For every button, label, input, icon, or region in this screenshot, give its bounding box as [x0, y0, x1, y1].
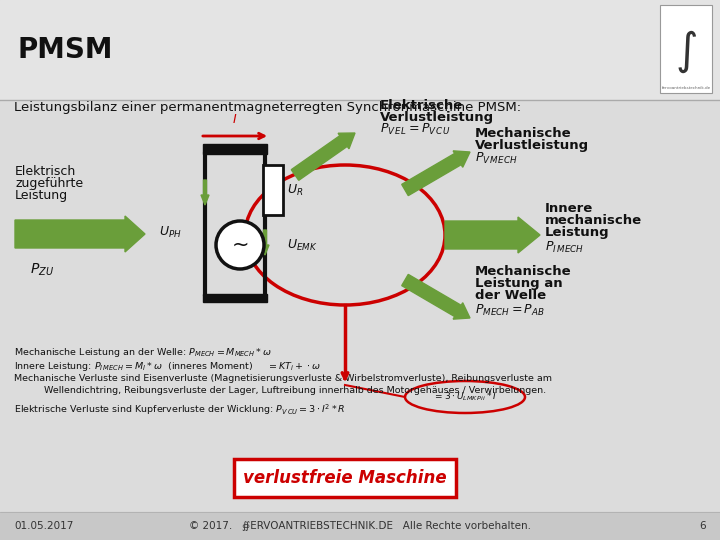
Text: mechanische: mechanische — [545, 214, 642, 227]
Text: Leistungsbilanz einer permanentmagneterregten Synchronmaschine PMSM:: Leistungsbilanz einer permanentmagneterr… — [14, 100, 521, 113]
Text: Leistung: Leistung — [15, 189, 68, 202]
Text: Mechanische: Mechanische — [475, 127, 572, 140]
FancyArrow shape — [292, 133, 355, 180]
FancyArrow shape — [201, 180, 209, 205]
Text: Innere Leistung: $P_{I\,MECH} = M_I * \omega$  (inneres Moment)     $= KT_i +  \: Innere Leistung: $P_{I\,MECH} = M_I * \o… — [14, 360, 320, 373]
Text: Verlustleistung: Verlustleistung — [475, 139, 589, 152]
Text: der Welle: der Welle — [475, 289, 546, 302]
Text: $P_{V\,MECH}$: $P_{V\,MECH}$ — [475, 151, 518, 166]
Text: 01.05.2017: 01.05.2017 — [14, 521, 73, 531]
Text: $= 3 \cdot U_{LMK\,Pii} * I$: $= 3 \cdot U_{LMK\,Pii} * I$ — [433, 391, 497, 403]
Text: Innere: Innere — [545, 202, 593, 215]
Text: Elektrische: Elektrische — [380, 99, 463, 112]
Text: $U_{EMK}$: $U_{EMK}$ — [287, 238, 318, 253]
Text: $P_{V\,EL} = P_{V\,CU}$: $P_{V\,EL} = P_{V\,CU}$ — [380, 122, 450, 137]
Bar — [0, 512, 720, 540]
Bar — [203, 294, 267, 302]
Text: Elektrisch: Elektrisch — [15, 165, 76, 178]
FancyArrow shape — [402, 274, 470, 319]
Text: $\int$: $\int$ — [675, 29, 697, 75]
Text: $P_{MECH} = P_{AB}$: $P_{MECH} = P_{AB}$ — [475, 303, 545, 318]
Text: Wellendichtring, Reibungsverluste der Lager, Luftreibung innerhalb des Motorgehä: Wellendichtring, Reibungsverluste der La… — [44, 386, 546, 395]
Text: Mechanische Verluste sind Eisenverluste (Magnetisierungsverluste & Wirbelstromve: Mechanische Verluste sind Eisenverluste … — [14, 374, 552, 383]
FancyArrow shape — [445, 217, 540, 253]
Text: Leistung: Leistung — [545, 226, 610, 239]
Text: Mechanische Leistung an der Welle: $P_{MECH} = M_{MECH} * \omega$: Mechanische Leistung an der Welle: $P_{M… — [14, 346, 272, 359]
Text: 6: 6 — [699, 521, 706, 531]
Text: PMSM: PMSM — [18, 36, 114, 64]
Bar — [0, 0, 720, 100]
Text: $U_{PH}$: $U_{PH}$ — [158, 225, 181, 240]
Text: Verlustleistung: Verlustleistung — [380, 111, 494, 124]
Text: $P_{I\,MECH}$: $P_{I\,MECH}$ — [545, 240, 584, 255]
Text: I: I — [233, 113, 237, 126]
Text: $U_R$: $U_R$ — [287, 183, 303, 198]
FancyBboxPatch shape — [234, 459, 456, 497]
Text: ~: ~ — [231, 235, 248, 255]
Circle shape — [216, 221, 264, 269]
Text: Elektrische Verluste sind Kupferverluste der Wicklung: $P_{V\,CU} = 3 \cdot I^2 : Elektrische Verluste sind Kupferverluste… — [14, 402, 346, 416]
Text: © 2017.   ∯ERVOANTRIEBSTECHNIK.DE   Alle Rechte vorbehalten.: © 2017. ∯ERVOANTRIEBSTECHNIK.DE Alle Rec… — [189, 521, 531, 531]
Bar — [263, 165, 283, 215]
FancyArrow shape — [15, 216, 145, 252]
Text: fervoantriebstechnik.de: fervoantriebstechnik.de — [662, 86, 711, 90]
FancyArrow shape — [261, 230, 269, 255]
Text: Mechanische: Mechanische — [475, 265, 572, 278]
Text: Leistung an: Leistung an — [475, 277, 562, 290]
Bar — [660, 5, 712, 93]
Text: verlustfreie Maschine: verlustfreie Maschine — [243, 469, 447, 487]
Text: $P_{ZU}$: $P_{ZU}$ — [30, 262, 54, 279]
Text: zugeführte: zugeführte — [15, 177, 83, 190]
FancyArrow shape — [402, 151, 470, 195]
Bar — [203, 144, 267, 154]
